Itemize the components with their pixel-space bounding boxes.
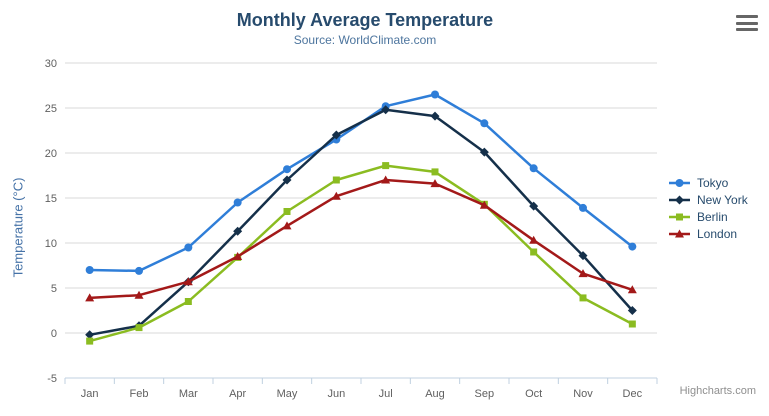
data-point[interactable] — [381, 175, 391, 184]
data-point[interactable] — [579, 203, 587, 212]
data-point[interactable] — [578, 269, 588, 278]
data-point[interactable] — [579, 294, 587, 302]
data-point[interactable] — [628, 320, 636, 328]
data-point[interactable] — [676, 213, 683, 221]
square-legend-icon — [669, 213, 690, 221]
x-tick-label: Sep — [475, 388, 495, 400]
chart-subtitle: Source: WorldClimate.com — [293, 33, 437, 47]
y-tick-label: 10 — [45, 238, 57, 250]
x-tick-label: Aug — [425, 388, 445, 400]
data-point[interactable] — [675, 195, 684, 205]
series-line-tokyo — [88, 93, 634, 273]
data-point[interactable] — [479, 200, 489, 209]
data-point[interactable] — [135, 324, 143, 332]
data-point[interactable] — [85, 293, 95, 302]
data-point[interactable] — [530, 248, 538, 256]
hamburger-icon — [736, 21, 758, 25]
credits-link[interactable]: Highcharts.com — [679, 385, 756, 397]
data-point[interactable] — [233, 226, 243, 236]
data-point[interactable] — [430, 179, 440, 188]
y-tick-label: 30 — [45, 58, 57, 70]
x-tick-label: Jun — [327, 388, 345, 400]
data-point[interactable] — [675, 229, 684, 238]
data-point[interactable] — [184, 243, 193, 252]
data-point[interactable] — [529, 164, 538, 173]
triangle-legend-icon — [669, 229, 690, 238]
x-tick-label: Nov — [573, 388, 593, 400]
legend-item-london[interactable]: London — [668, 227, 748, 241]
x-tick-label: May — [277, 388, 298, 400]
data-point[interactable] — [381, 105, 391, 115]
data-point[interactable] — [628, 242, 637, 251]
data-point[interactable] — [282, 175, 292, 185]
y-tick-label: -5 — [47, 373, 57, 385]
data-point[interactable] — [430, 111, 440, 121]
data-point[interactable] — [283, 165, 291, 174]
data-point[interactable] — [86, 337, 94, 345]
x-tick-label: Feb — [130, 388, 149, 400]
export-menu-button[interactable] — [735, 13, 759, 33]
data-point[interactable] — [135, 266, 143, 275]
legend-label: New York — [697, 193, 748, 207]
data-point[interactable] — [282, 221, 292, 230]
data-point[interactable] — [332, 176, 340, 184]
diamond-legend-icon — [669, 195, 690, 205]
data-point[interactable] — [233, 198, 242, 207]
legend-item-berlin[interactable]: Berlin — [668, 210, 748, 224]
y-tick-label: 5 — [51, 283, 57, 295]
y-tick-label: 15 — [45, 193, 57, 205]
hamburger-icon — [736, 28, 758, 31]
data-point[interactable] — [184, 298, 192, 305]
data-point[interactable] — [134, 290, 144, 299]
data-point[interactable] — [431, 90, 439, 99]
circle-legend-icon — [669, 179, 690, 187]
data-point[interactable] — [331, 191, 341, 200]
data-point[interactable] — [627, 306, 637, 315]
x-tick-label: Jan — [81, 388, 99, 400]
y-tick-label: 25 — [45, 103, 57, 115]
x-tick-label: Oct — [525, 388, 542, 400]
y-tick-label: 0 — [51, 328, 57, 340]
data-point[interactable] — [183, 277, 193, 286]
legend-label: Tokyo — [697, 176, 729, 190]
data-point[interactable] — [431, 168, 439, 176]
series-line-berlin — [88, 164, 634, 343]
data-point[interactable] — [331, 130, 341, 140]
legend-item-new-york[interactable]: New York — [668, 193, 748, 207]
x-tick-label: Apr — [229, 388, 246, 400]
legend-label: London — [697, 227, 738, 241]
series-london[interactable] — [85, 175, 637, 302]
series-line-new-york — [88, 108, 634, 337]
legend-item-tokyo[interactable]: Tokyo — [668, 176, 748, 190]
data-point[interactable] — [85, 330, 95, 340]
data-point[interactable] — [529, 235, 539, 244]
data-point[interactable] — [85, 266, 94, 274]
data-point[interactable] — [382, 162, 390, 170]
data-point[interactable] — [578, 251, 588, 261]
series-tokyo[interactable] — [85, 90, 637, 275]
x-tick-label: Mar — [179, 388, 198, 400]
data-point[interactable] — [675, 179, 684, 187]
x-tick-label: Dec — [623, 388, 643, 400]
data-point[interactable] — [233, 252, 243, 260]
data-point[interactable] — [480, 119, 489, 128]
x-tick-label: Jul — [379, 388, 393, 400]
series-line-london — [88, 178, 634, 300]
hamburger-icon — [736, 15, 758, 18]
data-point[interactable] — [479, 147, 489, 157]
data-point[interactable] — [627, 285, 637, 294]
legend-label: Berlin — [697, 210, 728, 224]
series-new-york[interactable] — [85, 105, 637, 340]
y-tick-label: 20 — [45, 148, 57, 160]
data-point[interactable] — [529, 201, 539, 211]
data-point[interactable] — [283, 208, 291, 215]
legend: Tokyo New York Berlin London — [668, 176, 748, 241]
chart-title: Monthly Average Temperature — [236, 10, 494, 30]
